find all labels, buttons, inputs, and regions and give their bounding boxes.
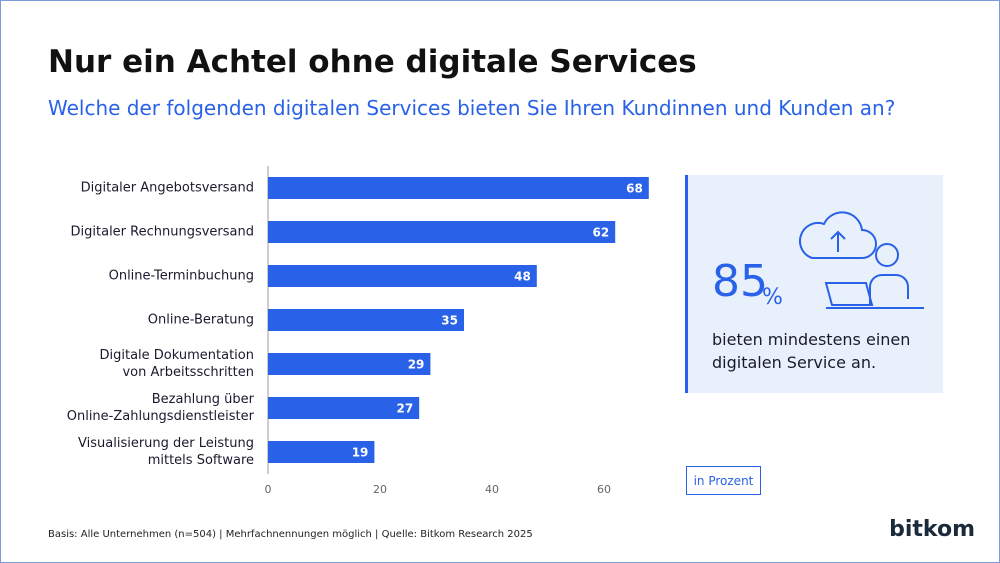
y-tick-label: Bezahlung über Online-Zahlungsdienstleis… bbox=[66, 392, 254, 424]
logo: bitkom bbox=[889, 517, 975, 542]
data-label: 62 bbox=[592, 226, 609, 240]
bar bbox=[268, 353, 431, 375]
bar bbox=[268, 441, 375, 463]
x-tick-label: 0 bbox=[265, 483, 272, 496]
data-label: 48 bbox=[514, 270, 531, 284]
callout-unit: % bbox=[762, 285, 783, 310]
unit-note: in Prozent bbox=[694, 474, 754, 488]
y-tick-label: Digitaler Rechnungsversand bbox=[70, 224, 254, 240]
callout-icon bbox=[799, 211, 924, 309]
bar bbox=[268, 177, 649, 199]
x-tick-label: 20 bbox=[373, 483, 387, 496]
data-label: 19 bbox=[352, 446, 369, 460]
footnote: Basis: Alle Unternehmen (n=504) | Mehrfa… bbox=[48, 529, 533, 540]
unit-box bbox=[686, 466, 761, 495]
y-tick-label: Digitaler Angebotsversand bbox=[80, 180, 254, 196]
data-label: 27 bbox=[396, 402, 413, 416]
chart-subtitle: Welche der folgenden digitalen Services … bbox=[48, 96, 895, 120]
callout-border bbox=[685, 175, 688, 393]
callout-value: 85 bbox=[712, 256, 768, 307]
chart-title: Nur ein Achtel ohne digitale Services bbox=[48, 44, 697, 80]
y-tick-label: Online-Beratung bbox=[147, 312, 254, 328]
callout-box bbox=[685, 175, 943, 393]
y-tick-label: Online-Terminbuchung bbox=[108, 268, 254, 284]
data-label: 68 bbox=[626, 182, 643, 196]
x-tick-label: 40 bbox=[485, 483, 499, 496]
data-label: 35 bbox=[441, 314, 458, 328]
x-tick-label: 60 bbox=[597, 483, 611, 496]
bar bbox=[268, 265, 537, 287]
bar bbox=[268, 397, 420, 419]
bar bbox=[268, 221, 616, 243]
callout-text: bieten mindestens einen digitalen Servic… bbox=[712, 330, 911, 372]
data-label: 29 bbox=[408, 358, 425, 372]
bar bbox=[268, 309, 464, 331]
y-tick-label: Visualisierung der Leistung mittels Soft… bbox=[78, 436, 254, 468]
y-tick-label: Digitale Dokumentation von Arbeitsschrit… bbox=[99, 348, 255, 380]
